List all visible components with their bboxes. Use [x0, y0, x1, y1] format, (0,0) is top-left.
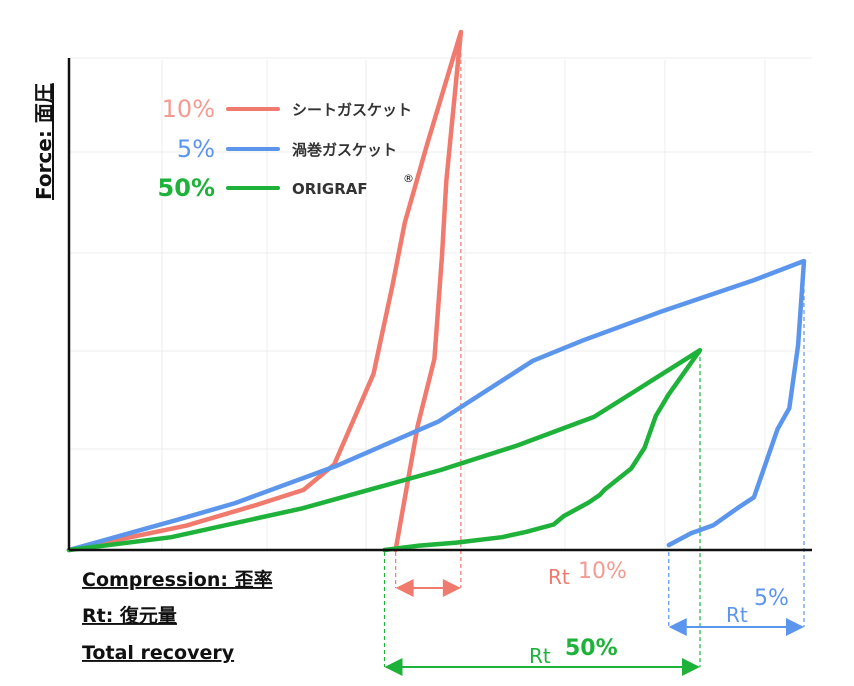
- recovery-guides: [383, 32, 805, 667]
- grid: [69, 57, 812, 550]
- y-axis-label: Force: 面圧: [32, 83, 56, 200]
- series-line-2: [66, 347, 703, 553]
- footnote-rt: Rt: 復元量: [82, 604, 177, 627]
- legend-name-0: シートガスケット: [292, 101, 412, 119]
- rt-arrowhead-left-0: [395, 579, 414, 597]
- recovery-arrows: Rt 10%Rt5%Rt 50%: [384, 559, 804, 676]
- rt-label-1: Rt: [726, 603, 748, 627]
- rt-arrowhead-left-1: [668, 618, 687, 636]
- series-line-1: [66, 258, 807, 553]
- rt-arrowhead-left-2: [384, 658, 403, 676]
- legend: 10% シートガスケット 5% 渦巻ガスケット 50% ORIGRAF ®: [158, 95, 414, 202]
- rt-arrowhead-right-2: [682, 658, 700, 676]
- legend-percent-1: 5%: [177, 135, 215, 163]
- legend-name-2: ORIGRAF: [292, 180, 368, 198]
- legend-percent-2: 50%: [158, 174, 215, 202]
- rt-percent-0: 10%: [578, 559, 627, 584]
- x-axis-label: Compression: 歪率: [82, 568, 273, 591]
- rt-label-2: Rt: [529, 644, 551, 668]
- legend-percent-0: 10%: [162, 95, 215, 123]
- curves: [66, 29, 807, 553]
- footnote-total: Total recovery: [82, 642, 235, 664]
- legend-name-1: 渦巻ガスケット: [292, 141, 397, 159]
- series-line-0: [66, 29, 464, 553]
- rt-arrowhead-right-1: [786, 618, 804, 636]
- rt-percent-2: 50%: [565, 636, 618, 661]
- legend-registered-mark: ®: [403, 172, 414, 185]
- rt-label-0: Rt: [548, 565, 570, 589]
- axes: [67, 58, 812, 552]
- rt-percent-1: 5%: [754, 586, 789, 611]
- rt-arrowhead-right-0: [442, 579, 461, 597]
